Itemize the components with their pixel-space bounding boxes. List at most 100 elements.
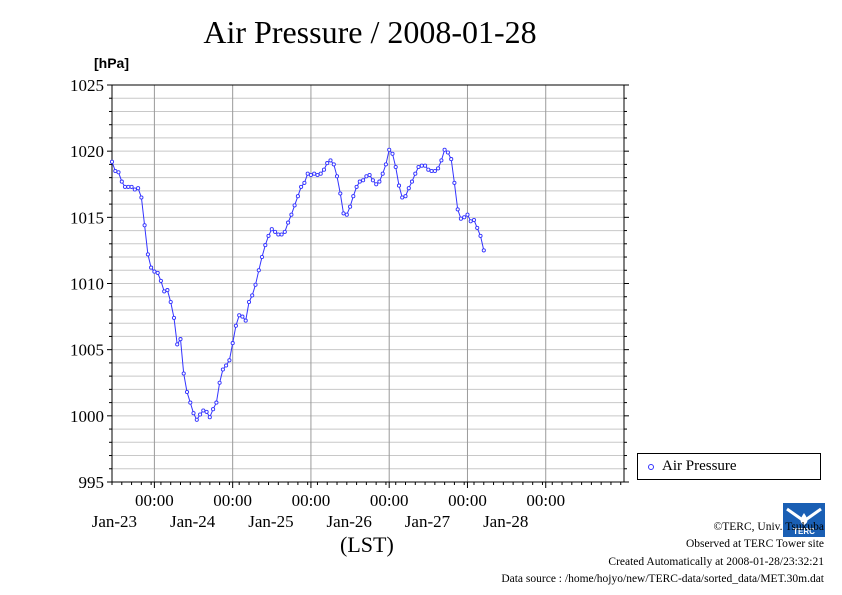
- data-point: [351, 194, 356, 199]
- data-point: [406, 186, 411, 191]
- legend-swatch: [648, 464, 654, 470]
- data-point: [321, 167, 327, 172]
- data-point: [263, 243, 268, 248]
- data-point: [201, 408, 206, 413]
- data-point: [292, 203, 297, 208]
- data-point: [243, 318, 248, 323]
- data-point: [299, 184, 304, 189]
- x-tick-label-time: 00:00: [526, 491, 565, 510]
- data-point: [276, 232, 281, 237]
- data-point: [374, 182, 379, 187]
- data-point: [132, 187, 137, 192]
- data-point: [338, 191, 343, 196]
- data-point: [237, 313, 242, 318]
- data-point: [318, 171, 323, 176]
- x-tick-label-day: Jan-23: [92, 512, 137, 531]
- data-point: [116, 170, 121, 175]
- data-point: [256, 268, 261, 273]
- data-point: [194, 417, 199, 422]
- logo-drop: [800, 513, 808, 525]
- data-point: [377, 179, 382, 184]
- data-point: [211, 407, 216, 412]
- data-point: [302, 180, 307, 185]
- data-point: [462, 215, 467, 220]
- data-point: [367, 172, 372, 178]
- data-point: [331, 162, 336, 167]
- data-point: [220, 367, 225, 372]
- data-point: [184, 389, 190, 395]
- data-point: [204, 409, 209, 414]
- data-point: [155, 270, 160, 275]
- data-point: [468, 219, 473, 224]
- x-tick-label-time: 00:00: [448, 491, 487, 510]
- data-point: [142, 223, 147, 228]
- data-point: [158, 278, 163, 283]
- data-point: [230, 341, 235, 346]
- data-point: [113, 168, 118, 174]
- data-point: [162, 289, 167, 294]
- data-point: [442, 147, 447, 152]
- data-point: [475, 225, 480, 230]
- legend-label: Air Pressure: [662, 458, 737, 474]
- data-point: [364, 174, 369, 179]
- data-point: [416, 164, 421, 170]
- data-point: [423, 163, 428, 168]
- data-point: [217, 380, 222, 385]
- data-point: [286, 220, 291, 225]
- data-point: [413, 171, 418, 176]
- data-point: [312, 171, 317, 176]
- x-axis: 00:00 Jan-23 00:00 Jan-24 00:00 Jan-25 00:00 Ja…: [92, 482, 622, 531]
- data-point: [136, 186, 141, 191]
- data-point: [266, 233, 271, 238]
- data-point: [308, 172, 313, 178]
- data-point: [305, 171, 310, 176]
- data-point: [198, 412, 203, 417]
- x-tick-label-time: 00:00: [292, 491, 331, 510]
- data-point: [478, 233, 483, 238]
- data-point: [357, 179, 362, 184]
- x-tick-label-time: 00:00: [135, 491, 174, 510]
- y-tick-label: 995: [79, 473, 105, 492]
- data-point: [449, 157, 454, 162]
- data-point: [109, 159, 115, 164]
- data-point: [393, 164, 398, 170]
- data-point: [445, 150, 450, 155]
- data-point: [129, 184, 134, 189]
- data-point: [233, 323, 238, 328]
- credit-created: Created Automatically at 2008-01-28/23:3…: [608, 556, 824, 568]
- data-point: [152, 269, 157, 274]
- data-point: [455, 207, 460, 212]
- data-point: [149, 265, 154, 270]
- series-air-pressure: [109, 147, 486, 422]
- legend: Air Pressure: [637, 453, 821, 480]
- data-point: [279, 232, 284, 237]
- y-tick-label: 1005: [70, 341, 104, 360]
- data-point: [181, 371, 186, 376]
- data-point: [439, 158, 444, 163]
- data-point: [471, 217, 477, 223]
- data-point: [481, 248, 486, 253]
- data-point: [188, 400, 193, 405]
- data-point: [253, 282, 258, 287]
- data-point: [165, 288, 170, 293]
- y-axis-unit-label: [hPa]: [94, 55, 129, 71]
- data-point: [282, 229, 287, 234]
- data-point: [429, 168, 434, 174]
- data-point: [380, 171, 385, 176]
- data-point: [419, 163, 424, 168]
- y-tick-label: 1000: [70, 407, 104, 426]
- data-point: [273, 229, 278, 234]
- terc-logo: TERC: [783, 503, 825, 537]
- data-point: [214, 400, 219, 405]
- data-point: [387, 147, 392, 152]
- x-tick-label-day: Jan-25: [248, 512, 293, 531]
- data-point: [452, 180, 457, 185]
- credit-copyright: ©TERC, Univ. Tsukuba: [713, 521, 824, 533]
- data-point: [246, 299, 252, 305]
- x-tick-label-day: Jan-27: [405, 512, 451, 531]
- data-point: [400, 195, 405, 200]
- data-point: [334, 174, 340, 179]
- data-point: [171, 315, 177, 320]
- data-point: [224, 363, 229, 368]
